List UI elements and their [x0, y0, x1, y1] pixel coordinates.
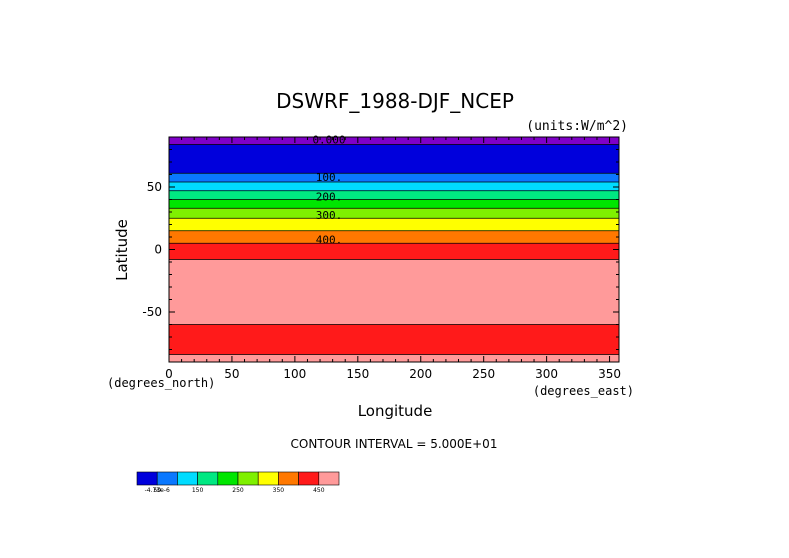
contour-label: 200.: [316, 190, 343, 203]
colorbar-label: -4.73e-6: [145, 487, 170, 494]
colorbar-swatch: [156, 471, 178, 486]
colorbar-labels: -4.73e-650 150 250 350 450: [145, 487, 325, 494]
contour-lines: [169, 144, 619, 355]
colorbar: [136, 471, 340, 486]
y-unit-label: (degrees_north): [107, 376, 215, 390]
axis-ticks: [168, 136, 619, 363]
colorbar-swatch: [237, 471, 259, 486]
contour-label: 100.: [316, 171, 343, 184]
colorbar-swatch: [257, 471, 279, 486]
x-tick-label: 300: [535, 367, 558, 381]
contour-band: [169, 190, 619, 200]
contour-band: [169, 208, 619, 219]
colorbar-swatch: [217, 471, 239, 486]
colorbar-label: 50: [153, 487, 161, 494]
contour-band: [169, 324, 619, 355]
contour-label: 0.000: [312, 134, 345, 147]
contour-label: 300.: [316, 209, 343, 222]
colorbar-swatch: [298, 471, 320, 486]
x-tick-label: 150: [346, 367, 369, 381]
colorbar-label: 350: [273, 487, 285, 494]
colorbar-swatch: [136, 471, 158, 486]
contour-band: [169, 137, 619, 145]
contour-band: [169, 199, 619, 209]
x-tick-label: 250: [472, 367, 495, 381]
x-tick-label: 350: [598, 367, 621, 381]
x-tick-label: 50: [224, 367, 239, 381]
tick-labels: 0 50 100 150 200 250 300 350 50 0 -50: [142, 180, 621, 381]
units-label: (units:W/m^2): [526, 119, 628, 134]
y-tick-label: 50: [147, 180, 162, 194]
y-tick-label: -50: [142, 305, 162, 319]
contour-band: [169, 243, 619, 260]
contour-band: [169, 230, 619, 244]
x-tick-label: 100: [283, 367, 306, 381]
contour-band: [169, 218, 619, 231]
y-axis-label: Latitude: [113, 219, 131, 281]
y-tick-label: 0: [154, 243, 162, 257]
colorbar-label: 450: [313, 487, 325, 494]
contour-bands: [169, 137, 619, 362]
x-axis-label: Longitude: [358, 402, 433, 420]
colorbar-swatch: [318, 471, 340, 486]
colorbar-label: 150: [192, 487, 204, 494]
colorbar-label: 250: [232, 487, 244, 494]
chart-title: DSWRF_1988-DJF_NCEP: [276, 89, 514, 113]
colorbar-swatch: [278, 471, 299, 486]
x-unit-label: (degrees_east): [533, 384, 634, 398]
colorbar-swatch: [197, 471, 219, 486]
x-tick-label: 0: [165, 367, 173, 381]
contour-band: [169, 182, 619, 191]
contour-band: [169, 144, 619, 174]
colorbar-swatch: [177, 471, 198, 486]
contour-interval-text: CONTOUR INTERVAL = 5.000E+01: [291, 437, 498, 451]
x-tick-label: 200: [409, 367, 432, 381]
contour-band: [169, 354, 619, 362]
contour-label: 400.: [316, 234, 343, 247]
contour-band: [169, 173, 619, 182]
contour-band: [169, 259, 619, 325]
